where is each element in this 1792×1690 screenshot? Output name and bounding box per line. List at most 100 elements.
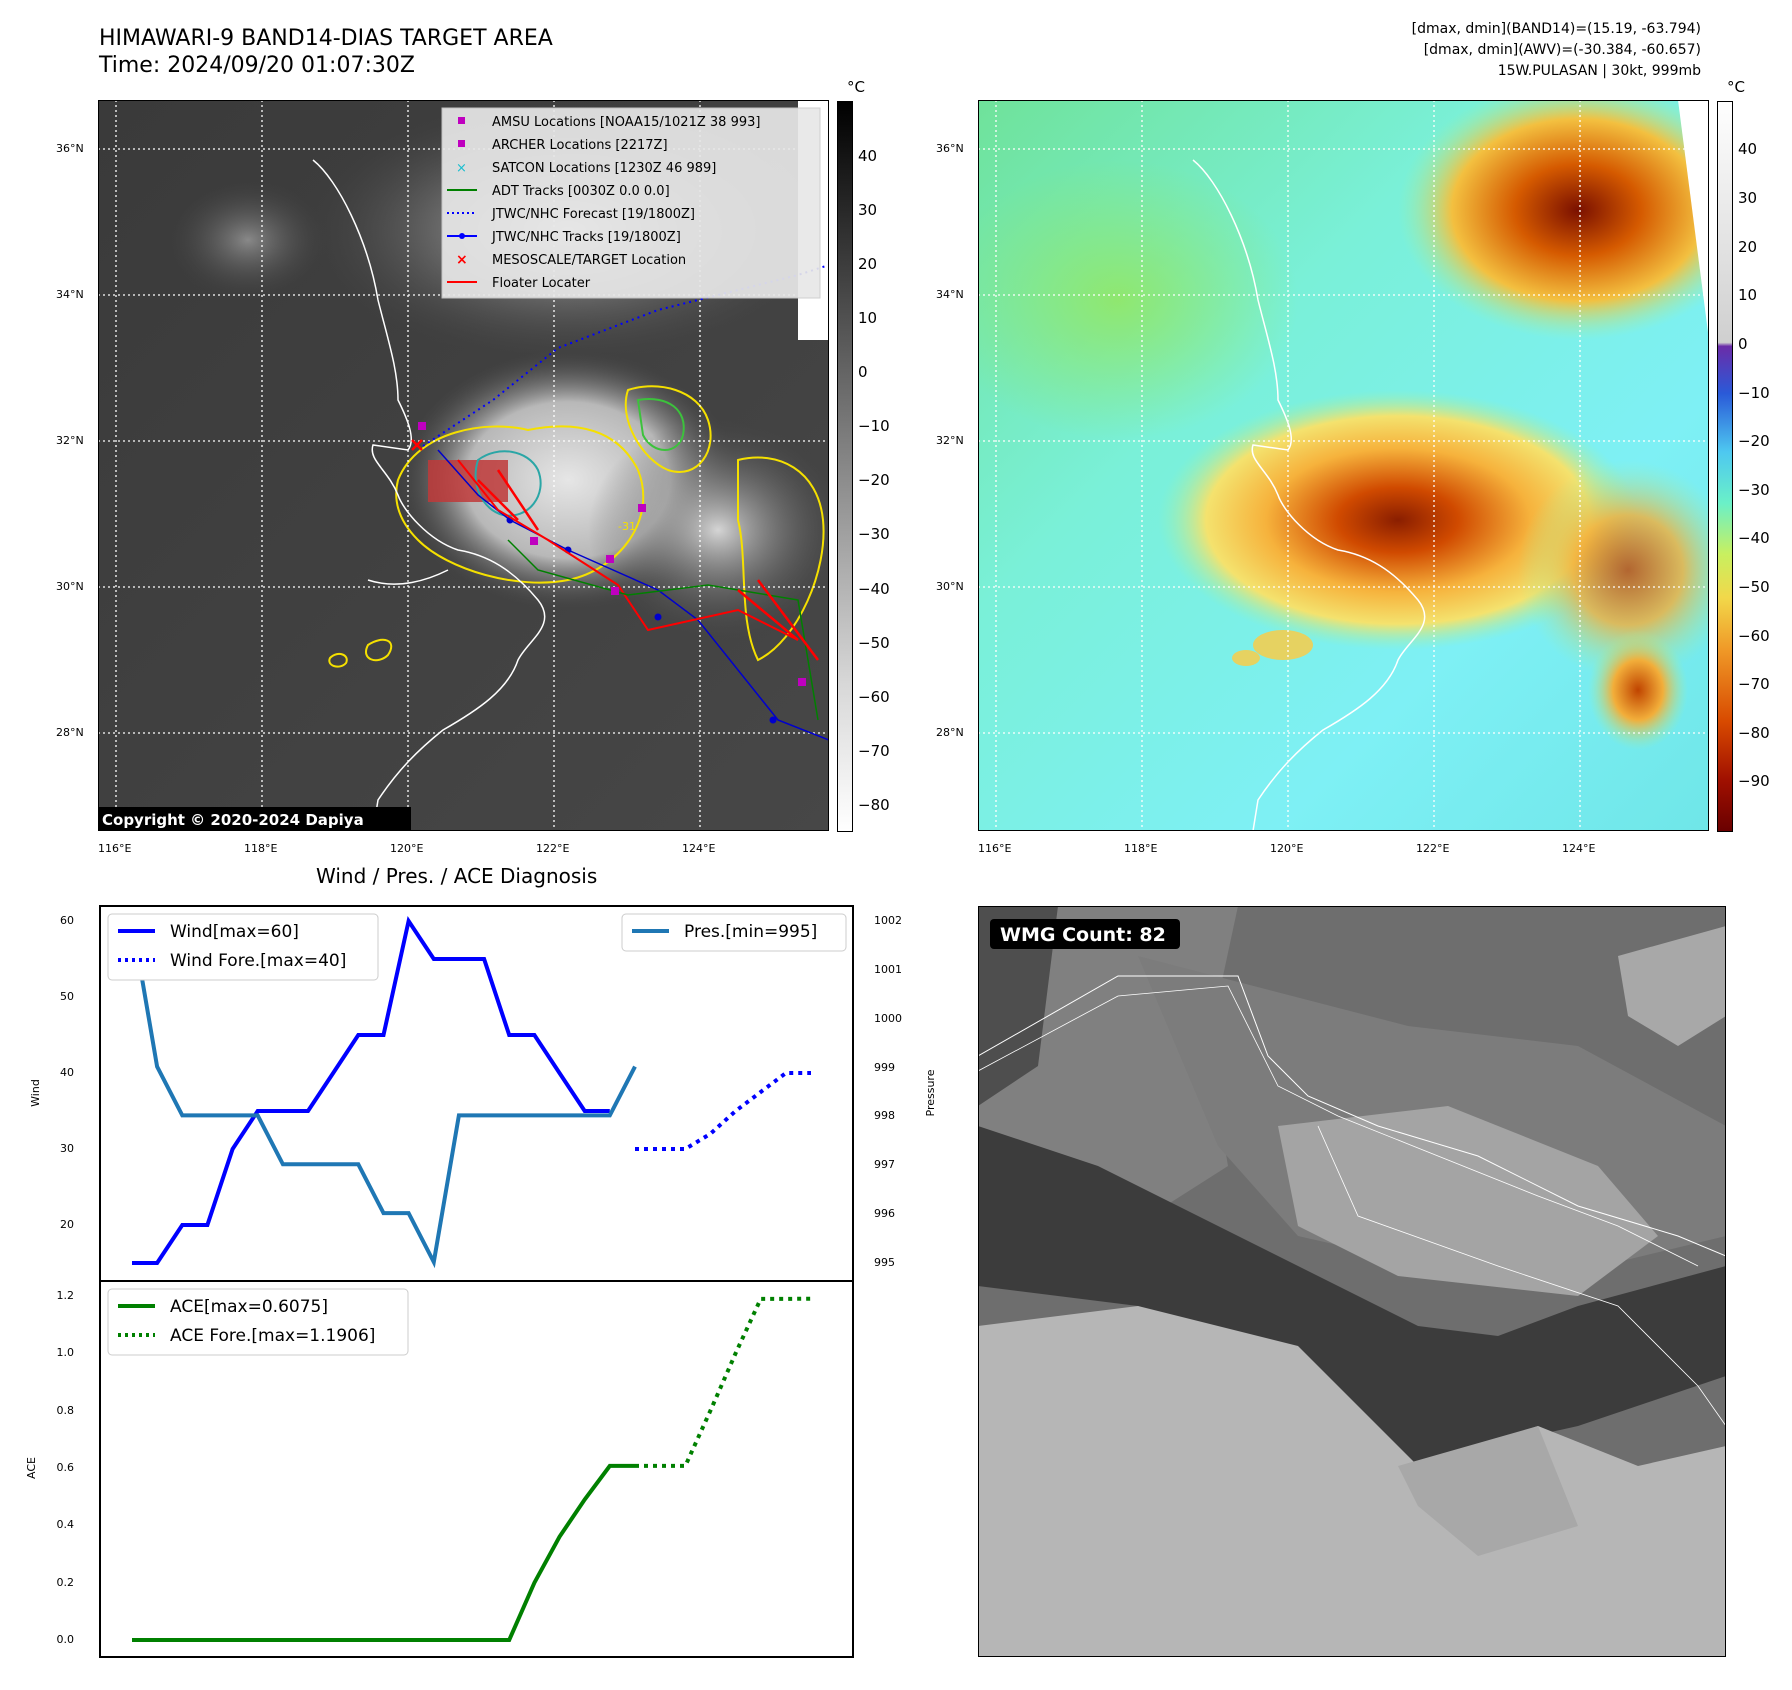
floater-box	[428, 460, 508, 502]
figure-title-line1: HIMAWARI-9 BAND14-DIAS TARGET AREA	[99, 26, 553, 51]
wmg-coastline3	[1317, 1125, 1726, 1427]
ace-tick: 0.2	[57, 1576, 75, 1589]
floater-locater-track	[457, 459, 799, 641]
wind-tick: 20	[60, 1218, 74, 1231]
color-coastline	[1192, 159, 1426, 831]
jtwc-track	[437, 449, 829, 741]
wind-series-layer	[132, 915, 811, 1265]
ace-legend-box	[107, 1288, 409, 1356]
legend-tracks-dot	[459, 233, 465, 239]
color-lat-30: 30°N	[936, 580, 964, 593]
pres-tick: 1002	[874, 914, 902, 927]
wmg-region-light	[1278, 1106, 1658, 1296]
ir-cbar-tick: 40	[858, 147, 878, 165]
ir-cbar-tick: 0	[858, 363, 868, 381]
wind-legend-label: Wind[max=60]	[170, 922, 299, 942]
ir-colorbar-unit: °C	[847, 78, 865, 96]
ir-lon-118: 118°E	[244, 842, 278, 855]
ace-axis-label: ACE	[25, 1457, 38, 1479]
wind-axis-label: Wind	[29, 1079, 42, 1107]
ir-map-panel: -31 AMSU Locations [NOAA15/1021Z 38 993]	[98, 100, 829, 831]
ace-legend-label: ACE[max=0.6075]	[170, 1297, 328, 1317]
color-colorbar-unit: °C	[1727, 78, 1745, 96]
contour-green	[636, 398, 685, 451]
pres-legend: Pres.[min=995]	[621, 913, 847, 952]
legend-mesoscale: MESOSCALE/TARGET Location	[492, 253, 686, 268]
storm-core	[1158, 390, 1638, 650]
legend-amsu: AMSU Locations [NOAA15/1021Z 38 993]	[492, 115, 760, 130]
ir-cbar-tick: −50	[858, 634, 890, 652]
mesoscale-target-markers	[411, 439, 819, 661]
color-cbar-tick: 30	[1738, 189, 1758, 207]
color-cbar-tick: 0	[1738, 335, 1748, 353]
wmg-region-ne	[1618, 926, 1726, 1046]
cell-small2	[1232, 650, 1260, 666]
color-lon-122: 122°E	[1416, 842, 1450, 855]
color-lon-118: 118°E	[1124, 842, 1158, 855]
ace-tick: 0.6	[57, 1461, 75, 1474]
ace-series-0	[132, 1463, 635, 1642]
storm-east	[1518, 460, 1709, 680]
ir-cbar-tick: −70	[858, 742, 890, 760]
pres-axis-label: Pressure	[924, 1069, 937, 1116]
ace-series-layer	[132, 1296, 812, 1642]
color-cbar-tick: −70	[1738, 675, 1770, 693]
ir-lon-124: 124°E	[682, 842, 716, 855]
color-lon-124: 124°E	[1562, 842, 1596, 855]
color-lat-34: 34°N	[936, 288, 964, 301]
ace-series-1	[635, 1296, 812, 1468]
legend-tracks: JTWC/NHC Tracks [19/1800Z]	[491, 230, 681, 245]
wmg-count-label: WMG Count: 82	[1000, 924, 1166, 946]
diag-title: Wind / Pres. / ACE Diagnosis	[316, 864, 598, 888]
wind-tick: 60	[60, 914, 74, 927]
wmg-region-south2	[1398, 1426, 1578, 1556]
legend-mesoscale-marker: ×	[456, 252, 468, 268]
wind-series-0	[132, 915, 610, 1265]
wmg-count-box	[990, 919, 1180, 949]
ir-lon-120: 120°E	[390, 842, 424, 855]
ir-cbar-tick: −20	[858, 471, 890, 489]
color-cbar-tick: −10	[1738, 384, 1770, 402]
pres-tick: 999	[874, 1061, 895, 1074]
wmg-band-dark	[978, 1126, 1726, 1466]
legend-forecast: JTWC/NHC Forecast [19/1800Z]	[491, 207, 695, 222]
contour-yellow-ne	[624, 385, 712, 473]
ace-legend: ACE[max=0.6075] ACE Fore.[max=1.1906]	[107, 1288, 409, 1356]
ace-fore-legend-label: ACE Fore.[max=1.1906]	[170, 1326, 375, 1346]
contour-yellow-small1	[365, 638, 393, 662]
color-colorbar	[1717, 101, 1733, 832]
legend-satcon: SATCON Locations [1230Z 46 989]	[492, 161, 716, 176]
wmg-coastline1	[978, 975, 1726, 1257]
adt-track	[507, 539, 819, 721]
color-lat-32: 32°N	[936, 434, 964, 447]
ace-tick: 0.8	[57, 1404, 75, 1417]
color-lat-36: 36°N	[936, 142, 964, 155]
contour-yellow-small2	[328, 652, 348, 668]
pres-tick: 996	[874, 1207, 895, 1220]
coastline	[312, 159, 546, 831]
ir-lon-122: 122°E	[536, 842, 570, 855]
wind-tick: 30	[60, 1142, 74, 1155]
green-zone-west	[978, 160, 1298, 440]
legend-archer-marker	[458, 140, 465, 147]
legend-adt: ADT Tracks [0030Z 0.0 0.0]	[492, 184, 670, 199]
legend-archer: ARCHER Locations [2217Z]	[492, 138, 668, 153]
pres-tick: 995	[874, 1256, 895, 1269]
pres-tick: 1000	[874, 1012, 902, 1025]
contour-teal	[474, 450, 542, 517]
legend-satcon-marker: ×	[456, 161, 467, 176]
ir-lat-32: 32°N	[56, 434, 84, 447]
color-cbar-tick: −60	[1738, 627, 1770, 645]
legend-floater: Floater Locater	[492, 276, 591, 291]
storm-north	[1398, 100, 1709, 340]
wind-tick: 50	[60, 990, 74, 1003]
color-cbar-tick: −50	[1738, 578, 1770, 596]
color-cbar-tick: 40	[1738, 140, 1758, 158]
ir-lat-30: 30°N	[56, 580, 84, 593]
color-lon-120: 120°E	[1270, 842, 1304, 855]
color-cbar-tick: 10	[1738, 286, 1758, 304]
diagnosis-chart: 60 50 40 30 20 1002 1001 1000 999 998 99…	[25, 905, 937, 1658]
wind-ticks: 60 50 40 30 20	[60, 914, 74, 1231]
pres-ticks: 1002 1001 1000 999 998 997 996 995	[874, 914, 902, 1269]
wind-series-1	[635, 1071, 811, 1151]
